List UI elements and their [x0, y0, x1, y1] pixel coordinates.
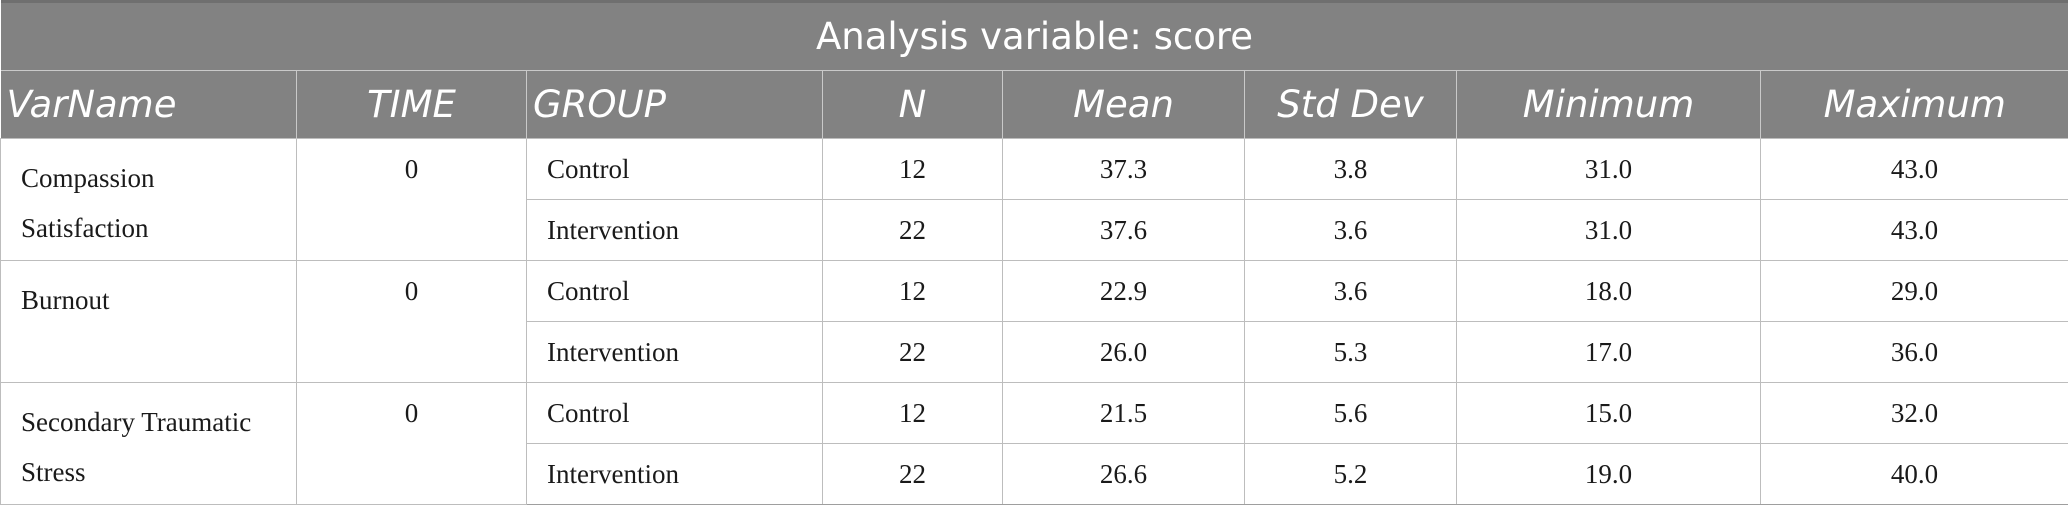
group-cell: Control [526, 382, 823, 444]
column-header-mean: Mean [1002, 70, 1245, 139]
column-header-varname: VarName [0, 70, 297, 139]
n-cell: 22 [822, 199, 1003, 261]
group-cell: Control [526, 138, 823, 200]
column-header-group: GROUP [526, 70, 823, 139]
mean-cell: 37.6 [1002, 199, 1245, 261]
summary-statistics-table: Analysis variable: score VarName TIME GR… [0, 0, 2068, 505]
time-cell: 0 [296, 138, 527, 261]
table-row: Secondary Traumatic Stress 0 Control 12 … [0, 382, 2068, 505]
n-cell: 12 [822, 138, 1003, 200]
std-dev-cell: 5.2 [1244, 443, 1457, 505]
column-header-maximum: Maximum [1760, 70, 2068, 139]
minimum-cell: 15.0 [1456, 382, 1761, 444]
n-cell: 22 [822, 321, 1003, 383]
column-header-minimum: Minimum [1456, 70, 1761, 139]
table-row: Intervention 22 26.6 5.2 19.0 40.0 [1, 443, 2068, 505]
std-dev-cell: 3.8 [1244, 138, 1457, 200]
mean-cell: 21.5 [1002, 382, 1245, 444]
table-row: Burnout 0 Control 12 22.9 3.6 18.0 29.0 [0, 260, 2068, 383]
maximum-cell: 29.0 [1760, 260, 2068, 322]
mean-cell: 26.6 [1002, 443, 1245, 505]
group-cell: Control [526, 260, 823, 322]
column-header-time: TIME [296, 70, 527, 139]
maximum-cell: 43.0 [1760, 199, 2068, 261]
column-header-row: VarName TIME GROUP N Mean Std Dev Minimu… [0, 70, 2068, 139]
maximum-cell: 40.0 [1760, 443, 2068, 505]
table-caption: Analysis variable: score [0, 0, 2068, 71]
group-cell: Intervention [526, 199, 823, 261]
n-cell: 22 [822, 443, 1003, 505]
group-cell: Intervention [526, 321, 823, 383]
varname-cell: Compassion Satisfaction [0, 138, 297, 261]
table-row: Intervention 22 26.0 5.3 17.0 36.0 [1, 321, 2068, 383]
minimum-cell: 18.0 [1456, 260, 1761, 322]
std-dev-cell: 5.3 [1244, 321, 1457, 383]
n-cell: 12 [822, 260, 1003, 322]
minimum-cell: 31.0 [1456, 199, 1761, 261]
mean-cell: 22.9 [1002, 260, 1245, 322]
std-dev-cell: 3.6 [1244, 260, 1457, 322]
maximum-cell: 43.0 [1760, 138, 2068, 200]
std-dev-cell: 3.6 [1244, 199, 1457, 261]
column-header-n: N [822, 70, 1003, 139]
minimum-cell: 19.0 [1456, 443, 1761, 505]
n-cell: 12 [822, 382, 1003, 444]
mean-cell: 26.0 [1002, 321, 1245, 383]
minimum-cell: 17.0 [1456, 321, 1761, 383]
time-cell: 0 [296, 260, 527, 383]
varname-cell: Secondary Traumatic Stress [0, 382, 297, 505]
group-cell: Intervention [526, 443, 823, 505]
time-cell: 0 [296, 382, 527, 505]
mean-cell: 37.3 [1002, 138, 1245, 200]
varname-cell: Burnout [0, 260, 297, 383]
std-dev-cell: 5.6 [1244, 382, 1457, 444]
table-row: Compassion Satisfaction 0 Control 12 37.… [0, 138, 2068, 261]
column-header-std-dev: Std Dev [1244, 70, 1457, 139]
maximum-cell: 32.0 [1760, 382, 2068, 444]
minimum-cell: 31.0 [1456, 138, 1761, 200]
maximum-cell: 36.0 [1760, 321, 2068, 383]
